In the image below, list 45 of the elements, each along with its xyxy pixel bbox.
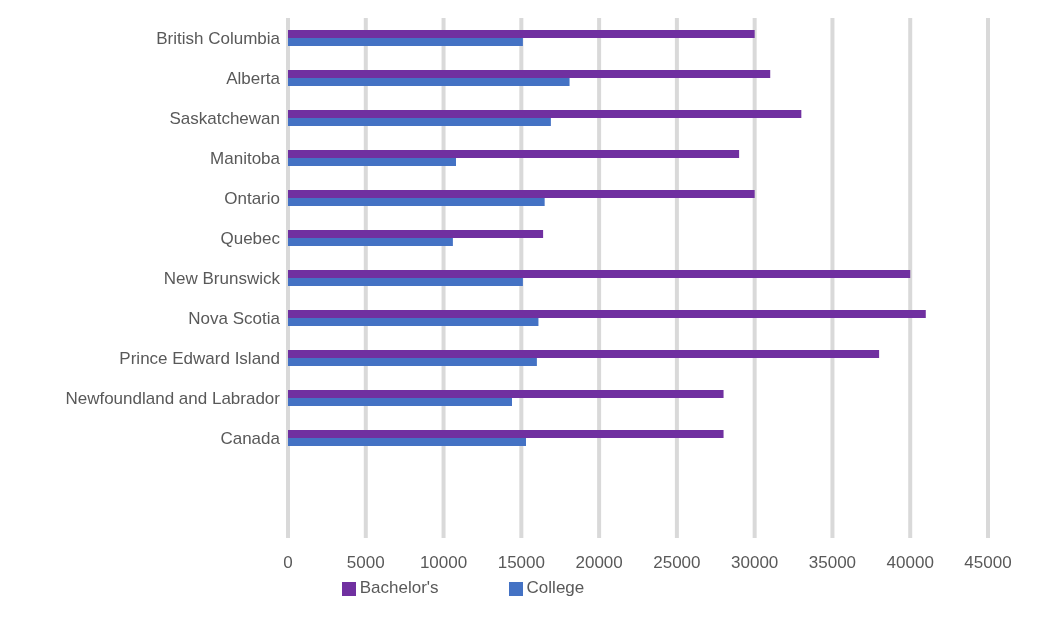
legend-label: Bachelor's [359, 578, 439, 597]
x-tick-label: 10000 [419, 553, 468, 573]
bar [288, 270, 911, 278]
y-tick-label: Quebec [220, 229, 281, 249]
bar [288, 318, 539, 326]
bar [288, 150, 740, 158]
y-tick-label: Prince Edward Island [119, 349, 280, 369]
y-tick-label: Newfoundland and Labrador [65, 389, 281, 409]
bar [288, 118, 551, 126]
x-tick-label: 40000 [886, 553, 934, 573]
y-tick-label: Alberta [226, 69, 281, 89]
legend-label: College [526, 578, 585, 597]
y-tick-label: Saskatchewan [169, 109, 280, 129]
x-tick-label: 20000 [575, 553, 623, 573]
bar [288, 190, 755, 198]
bar [288, 78, 570, 86]
bar [288, 230, 544, 238]
x-tick-label: 15000 [497, 553, 545, 573]
bar [288, 30, 755, 38]
x-tick-label: 30000 [731, 553, 779, 573]
y-tick-label: Ontario [224, 189, 280, 209]
y-tick-label: Canada [220, 429, 281, 449]
bar [288, 198, 545, 206]
bar [288, 110, 802, 118]
bar [288, 430, 724, 438]
bar [288, 350, 880, 358]
bar [288, 398, 512, 406]
bar [288, 38, 523, 46]
bar [288, 158, 456, 166]
y-tick-label: Nova Scotia [188, 309, 281, 329]
x-tick-label: 45000 [964, 553, 1012, 573]
y-tick-label: British Columbia [156, 29, 281, 49]
bar [288, 438, 526, 446]
bar [288, 238, 453, 246]
bar [288, 70, 771, 78]
x-tick-label: 35000 [808, 553, 857, 573]
bar [288, 390, 724, 398]
y-tick-label: New Brunswick [163, 269, 281, 289]
x-tick-label: 0 [283, 553, 293, 573]
y-tick-label: Manitoba [210, 149, 281, 169]
x-tick-label: 5000 [346, 553, 385, 573]
bar [288, 310, 926, 318]
bar [288, 358, 537, 366]
x-tick-label: 25000 [653, 553, 701, 573]
bar [288, 278, 523, 286]
